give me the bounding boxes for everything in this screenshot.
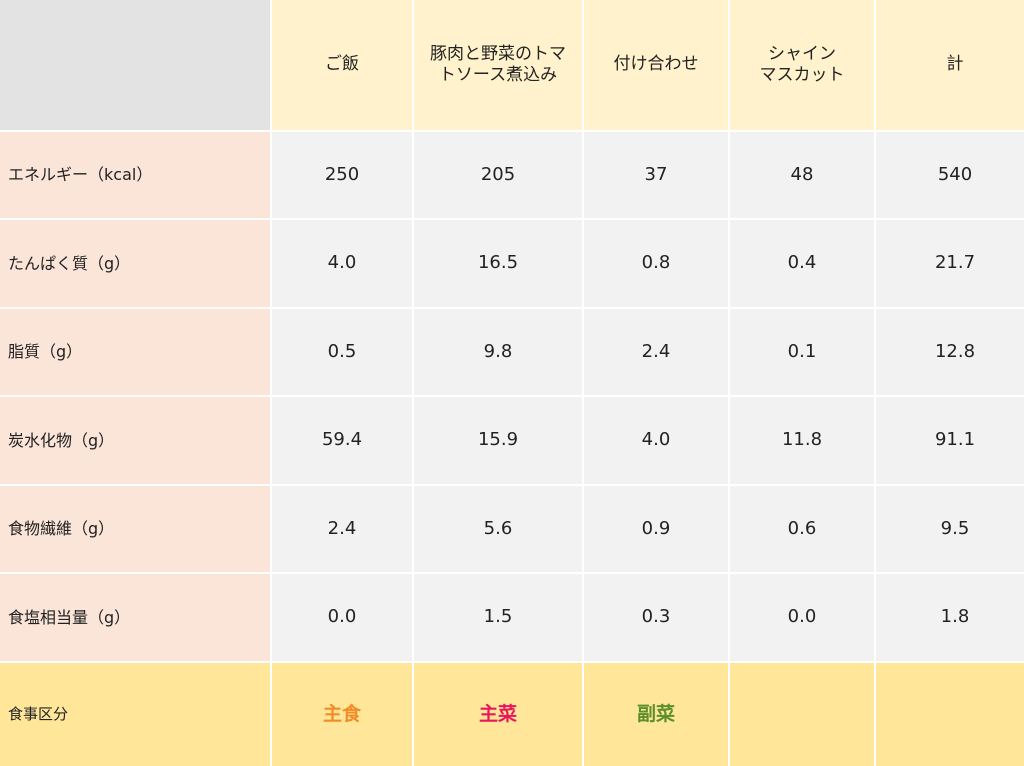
category-empty	[730, 663, 874, 766]
table-cell: 4.0	[272, 220, 412, 307]
table-cell: 0.1	[730, 309, 874, 395]
table-cell-total: 1.8	[876, 574, 1024, 661]
table-cell: 9.8	[414, 309, 582, 395]
table-cell: 0.5	[272, 309, 412, 395]
table-cell: 0.0	[730, 574, 874, 661]
row-label-fat: 脂質（g）	[0, 309, 270, 395]
table-cell: 48	[730, 132, 874, 218]
category-staple: 主食	[272, 663, 412, 766]
header-label: 豚肉と野菜のトマ	[430, 43, 566, 64]
table-cell: 0.8	[584, 220, 728, 307]
table-cell-total: 91.1	[876, 397, 1024, 484]
table-cell: 0.0	[272, 574, 412, 661]
row-label-meal-category: 食事区分	[0, 663, 270, 766]
table-cell: 2.4	[272, 486, 412, 572]
category-empty-total	[876, 663, 1024, 766]
header-cell-rice: ご飯	[272, 0, 412, 130]
row-label-protein: たんぱく質（g）	[0, 220, 270, 307]
table-cell: 250	[272, 132, 412, 218]
header-cell-total: 計	[876, 0, 1024, 130]
table-cell: 5.6	[414, 486, 582, 572]
row-label-energy: エネルギー（kcal）	[0, 132, 270, 218]
header-label-line2: トソース煮込み	[438, 65, 558, 85]
table-cell: 59.4	[272, 397, 412, 484]
table-cell: 205	[414, 132, 582, 218]
table-cell: 0.3	[584, 574, 728, 661]
corner-cell	[0, 0, 270, 130]
category-side-dish: 副菜	[584, 663, 728, 766]
table-cell: 1.5	[414, 574, 582, 661]
header-label-line2: マスカット	[759, 65, 845, 85]
table-cell-total: 21.7	[876, 220, 1024, 307]
table-cell: 0.6	[730, 486, 874, 572]
table-cell: 0.9	[584, 486, 728, 572]
header-label: 計	[946, 54, 964, 75]
header-label: ご飯	[325, 54, 359, 75]
header-cell-grape: シャイン マスカット	[730, 0, 874, 130]
table-cell: 4.0	[584, 397, 728, 484]
table-cell: 0.4	[730, 220, 874, 307]
header-label: 付け合わせ	[613, 54, 699, 75]
table-cell: 37	[584, 132, 728, 218]
table-cell: 16.5	[414, 220, 582, 307]
header-cell-side: 付け合わせ	[584, 0, 728, 130]
row-label-salt: 食塩相当量（g）	[0, 574, 270, 661]
table-cell-total: 9.5	[876, 486, 1024, 572]
header-cell-main-dish: 豚肉と野菜のトマ トソース煮込み	[414, 0, 582, 130]
row-label-fiber: 食物繊維（g）	[0, 486, 270, 572]
header-label: シャイン	[768, 43, 836, 64]
table-cell: 2.4	[584, 309, 728, 395]
table-cell-total: 540	[876, 132, 1024, 218]
table-cell-total: 12.8	[876, 309, 1024, 395]
table-cell: 11.8	[730, 397, 874, 484]
category-main-dish: 主菜	[414, 663, 582, 766]
row-label-carbohydrate: 炭水化物（g）	[0, 397, 270, 484]
table-cell: 15.9	[414, 397, 582, 484]
